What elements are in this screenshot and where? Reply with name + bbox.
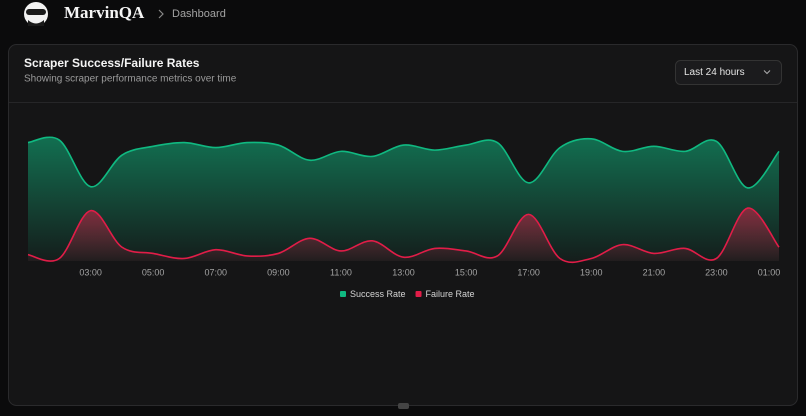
legend-swatch [340, 291, 346, 297]
x-tick-label: 15:00 [455, 267, 478, 277]
x-tick-label: 05:00 [142, 267, 165, 277]
range-select-label[interactable]: Last 24 hours [684, 67, 745, 78]
legend-swatch [415, 291, 422, 297]
brand[interactable]: MarvinQA [64, 3, 145, 22]
x-tick-label: 07:00 [204, 267, 227, 277]
resize-handle[interactable] [398, 403, 409, 409]
range-select[interactable] [675, 60, 782, 85]
card-subtitle: Showing scraper performance metrics over… [24, 74, 237, 85]
chart: 03:00 05:00 07:00 09:00 11:00 13:00 15:00 17:00… [27, 136, 781, 299]
line [27, 207, 780, 264]
x-tick-label: 19:00 [580, 267, 603, 277]
legend-label: Success Rate [350, 289, 406, 299]
area [28, 208, 779, 263]
x-tick-label: 03:00 [79, 267, 102, 277]
x-tick-label: 09:00 [267, 267, 290, 277]
x-tick-label: 01:00 [758, 267, 781, 277]
x-tick-label: 21:00 [643, 267, 666, 277]
card-title: Scraper Success/Failure Rates [24, 56, 200, 70]
x-tick-label: 13:00 [392, 267, 415, 277]
x-tick-label: 17:00 [517, 267, 540, 277]
chevron [763, 70, 771, 75]
breadcrumb-separator [158, 9, 164, 19]
legend-label: Failure Rate [426, 289, 475, 299]
line [27, 136, 780, 189]
area [28, 137, 779, 261]
x-tick-label: 23:00 [705, 267, 728, 277]
breadcrumb[interactable]: Dashboard [172, 8, 226, 20]
logo[interactable] [24, 2, 48, 26]
x-tick-label: 11:00 [330, 267, 352, 277]
